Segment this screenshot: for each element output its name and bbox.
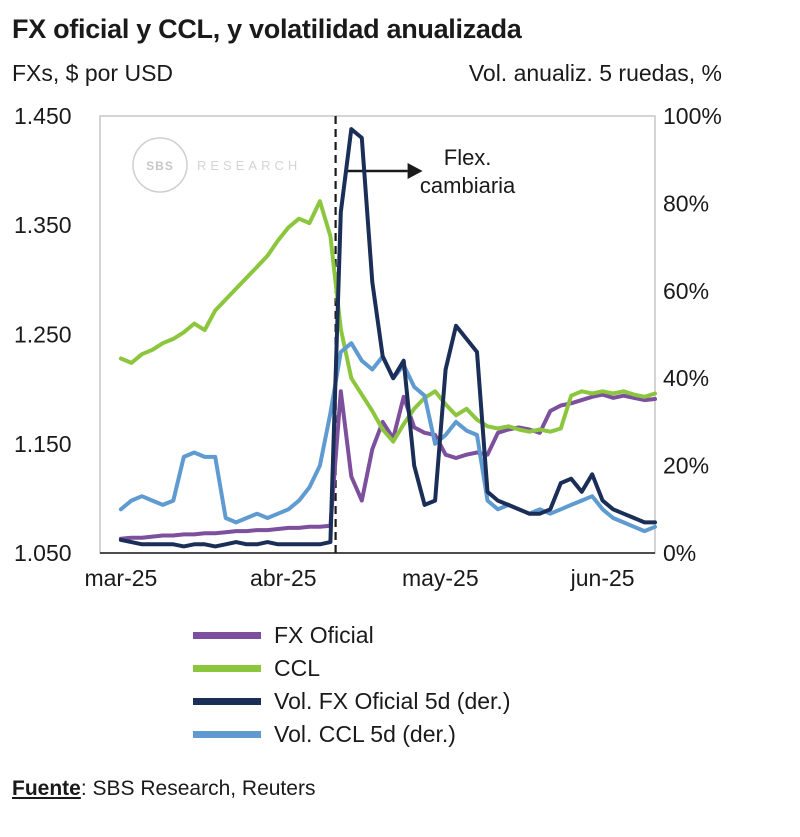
right-axis-title: Vol. anualiz. 5 ruedas, %: [468, 60, 722, 86]
left-tick-label: 1.150: [14, 431, 72, 457]
annotation-line2: cambiaria: [420, 173, 516, 198]
legend-item-fx-oficial: FX Oficial: [193, 619, 800, 652]
annotation-arrowhead: [407, 163, 423, 179]
legend-label-vol-fx-oficial: Vol. FX Oficial 5d (der.): [274, 688, 511, 714]
right-tick-label: 20%: [663, 453, 709, 479]
legend-item-ccl: CCL: [193, 652, 800, 685]
legend-swatch-ccl: [193, 665, 261, 672]
x-tick-label: mar-25: [84, 565, 157, 591]
left-axis-title: FXs, $ por USD: [12, 60, 174, 86]
source-note: Fuente: SBS Research, Reuters: [12, 777, 800, 801]
fx-volatility-chart: 1.450 1.350 1.250 1.150 1.050 100% 80% 60% 40% 20…: [14, 103, 722, 591]
svg-text:RESEARCH: RESEARCH: [197, 158, 301, 173]
right-tick-label: 100%: [663, 103, 722, 129]
source-label: Fuente: [12, 777, 81, 800]
legend-label-fx-oficial: FX Oficial: [274, 622, 374, 648]
right-tick-label: 0%: [663, 540, 696, 566]
legend-item-vol-ccl: Vol. CCL 5d (der.): [193, 718, 800, 751]
series-vol-fx-oficial-5d-der: [118, 127, 657, 549]
right-tick-label: 40%: [663, 365, 709, 391]
svg-text:SBS: SBS: [146, 159, 174, 173]
right-tick-label: 80%: [663, 190, 709, 216]
series-fx-oficial: [118, 389, 657, 541]
x-tick-label: may-25: [402, 565, 479, 591]
series-ccl: [118, 199, 657, 444]
page-title: FX oficial y CCL, y volatilidad anualiza…: [12, 14, 522, 44]
legend-swatch-fx-oficial: [193, 632, 261, 639]
left-tick-label: 1.350: [14, 212, 72, 238]
x-tick-label: jun-25: [570, 565, 635, 591]
annotation-line1: Flex.: [444, 145, 492, 170]
right-tick-label: 60%: [663, 278, 709, 304]
legend-label-ccl: CCL: [274, 655, 321, 681]
axis-header-row: FXs, $ por USD Vol. anualiz. 5 ruedas, %: [0, 44, 800, 86]
sbs-research-watermark: SBS RESEARCH: [132, 137, 301, 193]
x-tick-label: abr-25: [250, 565, 316, 591]
legend: FX Oficial CCL Vol. FX Oficial 5d (der.)…: [193, 619, 800, 751]
legend-item-vol-fx-oficial: Vol. FX Oficial 5d (der.): [193, 685, 800, 718]
left-tick-label: 1.050: [14, 540, 72, 566]
left-tick-label: 1.250: [14, 322, 72, 348]
legend-label-vol-ccl: Vol. CCL 5d (der.): [274, 721, 456, 747]
legend-swatch-vol-fx-oficial: [193, 698, 261, 705]
source-text: : SBS Research, Reuters: [80, 777, 316, 800]
legend-swatch-vol-ccl: [193, 731, 261, 738]
left-tick-label: 1.450: [14, 103, 72, 129]
